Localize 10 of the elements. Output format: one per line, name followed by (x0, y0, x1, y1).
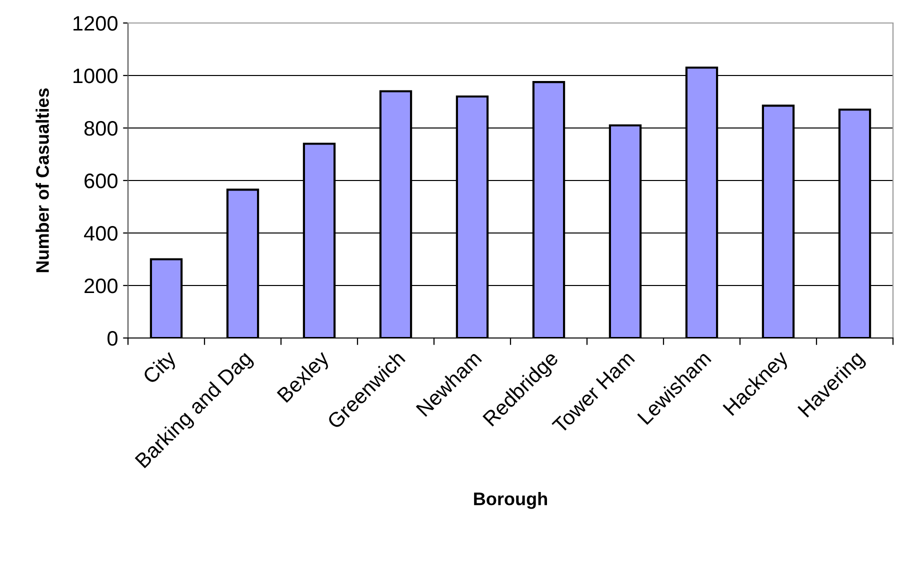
y-tick-label: 0 (108, 331, 118, 346)
y-tick-label: 1000 (74, 68, 118, 84)
y-tick-label: 1200 (74, 16, 118, 31)
y-tick-label: 800 (84, 121, 118, 136)
x-tick-label: City (142, 349, 180, 388)
x-axis-title: Borough (474, 492, 547, 509)
y-axis-title: Number of Casualties (36, 88, 49, 272)
y-tick-label: 400 (84, 226, 118, 241)
y-tick-label: 200 (84, 278, 118, 294)
y-tick-label: 600 (84, 174, 118, 188)
